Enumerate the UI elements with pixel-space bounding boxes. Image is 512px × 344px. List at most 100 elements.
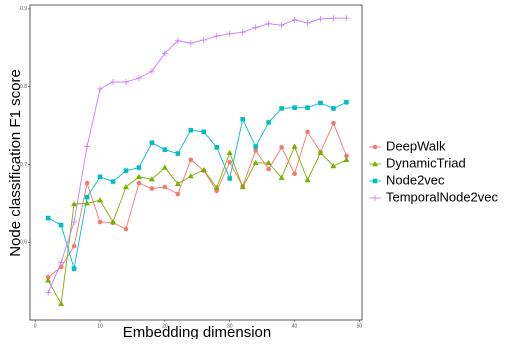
point <box>343 156 350 162</box>
point <box>292 105 297 110</box>
point <box>97 219 103 225</box>
point <box>213 184 220 190</box>
point <box>265 159 272 166</box>
series-line <box>47 122 347 278</box>
y-axis-title: Node classification F1 score <box>7 69 24 257</box>
point <box>279 106 284 111</box>
point <box>279 145 284 150</box>
point <box>227 176 233 181</box>
x-tick-label: 10 <box>97 323 103 329</box>
point <box>226 149 233 155</box>
point <box>174 37 181 44</box>
x-tick-label: 40 <box>292 323 298 329</box>
y-tick-label: 0.8 <box>20 84 27 90</box>
point <box>71 243 77 249</box>
point <box>71 201 78 207</box>
point <box>317 16 324 22</box>
point <box>84 194 90 200</box>
x-tick-label: 50 <box>357 323 363 329</box>
point <box>291 16 298 23</box>
point <box>318 100 323 106</box>
point <box>227 159 233 165</box>
legend-label: TemporalNode2vec <box>386 189 499 204</box>
point <box>344 99 349 105</box>
point <box>266 166 271 172</box>
point <box>135 173 142 180</box>
point <box>201 129 207 135</box>
point <box>136 165 142 170</box>
x-axis-title: Embedding dimension <box>123 324 271 339</box>
point <box>187 173 194 179</box>
point <box>174 180 181 187</box>
point <box>200 37 207 43</box>
point <box>45 289 52 296</box>
point <box>278 174 285 180</box>
point <box>278 22 285 29</box>
legend-label: DynamicTriad <box>386 155 466 170</box>
point <box>200 166 207 173</box>
point <box>148 68 155 75</box>
point <box>252 159 259 166</box>
point <box>97 86 104 92</box>
y-tick-label: 0.6 <box>20 240 27 246</box>
point <box>123 168 129 173</box>
point <box>266 120 271 125</box>
point <box>149 186 155 191</box>
point <box>265 20 272 27</box>
point <box>110 179 116 184</box>
point <box>136 180 142 186</box>
point <box>161 164 168 170</box>
point <box>97 174 103 180</box>
point <box>239 29 246 36</box>
point <box>58 259 65 266</box>
point <box>305 105 310 110</box>
point <box>187 40 194 47</box>
point <box>253 144 258 149</box>
point <box>343 15 350 22</box>
point <box>330 15 337 22</box>
x-tick-label: 20 <box>162 323 168 329</box>
point <box>84 143 91 150</box>
point <box>161 50 168 57</box>
point <box>188 157 194 163</box>
point <box>58 222 64 228</box>
point <box>305 129 310 135</box>
point <box>162 184 168 190</box>
point <box>122 79 129 85</box>
point <box>45 215 51 221</box>
point <box>331 106 336 111</box>
plot-panel <box>29 4 363 321</box>
point <box>291 143 298 149</box>
point <box>188 127 194 133</box>
point <box>330 163 337 169</box>
point <box>149 140 155 145</box>
series-line <box>47 17 347 293</box>
point <box>226 30 233 37</box>
point <box>344 153 349 159</box>
point <box>239 184 246 190</box>
y-tick-label: 0.9 <box>20 6 27 12</box>
point <box>175 151 181 156</box>
point <box>110 79 116 85</box>
legend-label: Node2vec <box>386 172 445 187</box>
point <box>45 277 52 283</box>
point <box>123 226 129 232</box>
point <box>71 219 78 225</box>
point <box>304 19 311 26</box>
legend-label: DeepWalk <box>386 138 446 153</box>
point <box>71 266 77 271</box>
point <box>214 145 220 150</box>
series-line <box>47 145 347 306</box>
point <box>213 33 220 40</box>
point <box>84 180 90 186</box>
x-tick-label: 30 <box>227 323 233 329</box>
point <box>58 300 65 306</box>
point <box>253 148 258 153</box>
point <box>317 149 324 155</box>
point <box>97 197 104 203</box>
point <box>240 117 245 122</box>
point <box>162 147 168 152</box>
point <box>135 75 142 82</box>
series-line <box>47 101 347 269</box>
